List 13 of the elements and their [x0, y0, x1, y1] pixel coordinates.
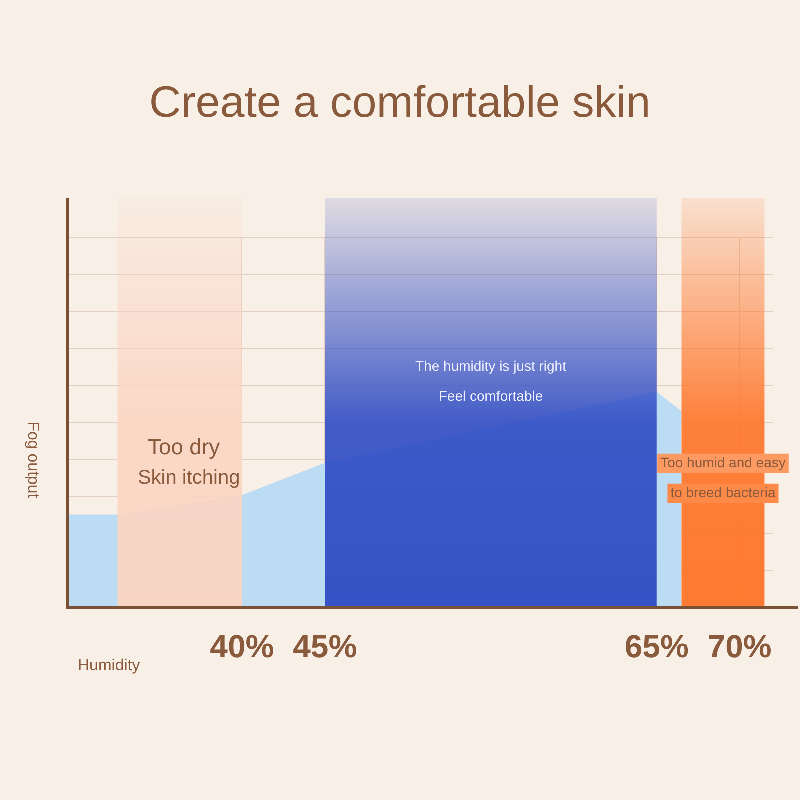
x-axis-title: Humidity: [78, 657, 140, 674]
annotation: Too dry: [148, 434, 220, 460]
annotation: Skin itching: [138, 467, 240, 490]
annotation: Too humid and easy: [660, 454, 786, 470]
x-tick-label: 40%: [210, 628, 274, 665]
x-tick-label: 65%: [624, 628, 689, 665]
text: The humidity is just right: [416, 358, 567, 374]
x-tick-label: 45%: [293, 628, 358, 665]
y-axis-title: Fog output: [24, 422, 42, 499]
x-tick-label: 70%: [708, 628, 772, 665]
annotation: Feel comfortable: [438, 388, 544, 404]
annotation: to breed bacteria: [670, 484, 776, 501]
chart-title: Create a comfortable skin: [148, 78, 652, 128]
